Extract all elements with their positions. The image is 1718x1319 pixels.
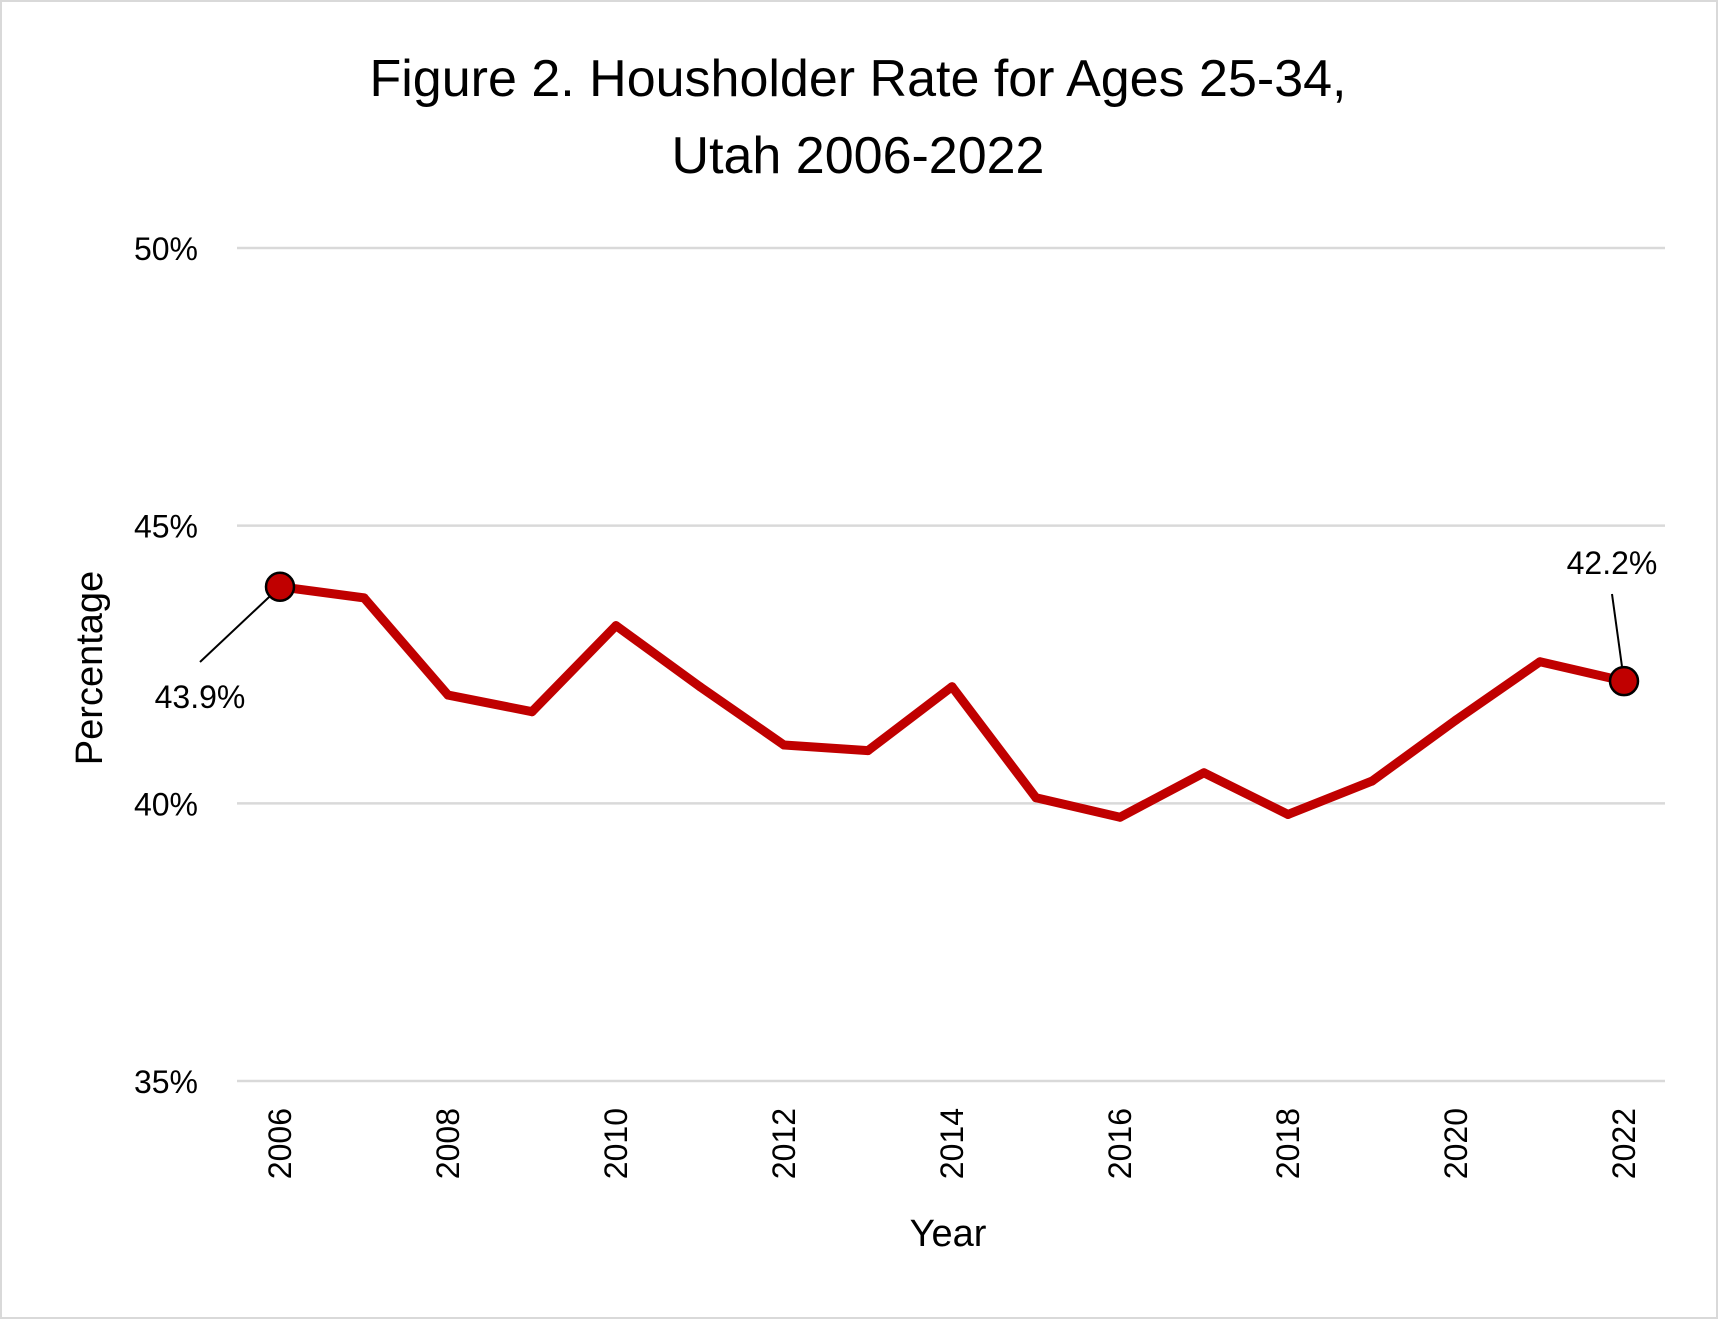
data-point [1451,715,1461,725]
y-axis-label: Percentage [69,571,111,765]
highlight-marker [1608,665,1640,697]
x-tick-label: 2018 [1270,1108,1306,1179]
x-tick-label: 2020 [1438,1108,1474,1179]
x-tick-label: 2012 [766,1108,802,1179]
x-tick-label: 2008 [430,1108,466,1179]
data-point [443,690,453,700]
data-point [611,621,621,631]
data-labels: 43.9% 42.2% [155,545,1658,715]
x-tick-label: 2016 [1102,1108,1138,1179]
x-axis-ticks: 2006 2008 2010 2012 2014 2016 2018 2020 2022 [262,1108,1642,1179]
x-tick-label: 2006 [262,1108,298,1179]
x-tick-label: 2010 [598,1108,634,1179]
data-label: 43.9% [155,679,246,715]
y-tick-label: 40% [134,786,198,822]
y-tick-label: 45% [134,509,198,545]
data-point [947,682,957,692]
series-line [275,582,1629,822]
gridlines [237,246,1665,1083]
data-point [359,593,369,603]
y-axis-ticks: 35% 40% 45% 50% [134,231,198,1100]
chart-title-line-1: Figure 2. Housholder Rate for Ages 25-34… [369,50,1346,108]
data-point [1031,793,1041,803]
x-tick-label: 2022 [1606,1108,1642,1179]
data-label: 42.2% [1567,545,1658,581]
highlight-marker [264,571,296,603]
series-layer [275,582,1629,822]
chart-title-line-2: Utah 2006-2022 [672,127,1045,185]
y-tick-label: 35% [134,1064,198,1100]
data-point [695,682,705,692]
data-point [1115,812,1125,822]
data-point [863,746,873,756]
data-point [527,707,537,717]
x-axis-label: Year [910,1213,987,1255]
data-point [1199,768,1209,778]
leader-line [199,586,281,663]
data-point [1535,657,1545,667]
chart-title: Figure 2. Housholder Rate for Ages 25-34… [369,50,1346,185]
data-point [1367,776,1377,786]
data-point [779,740,789,750]
data-point [1283,809,1293,819]
x-tick-label: 2014 [934,1108,970,1179]
y-tick-label: 50% [134,231,198,267]
